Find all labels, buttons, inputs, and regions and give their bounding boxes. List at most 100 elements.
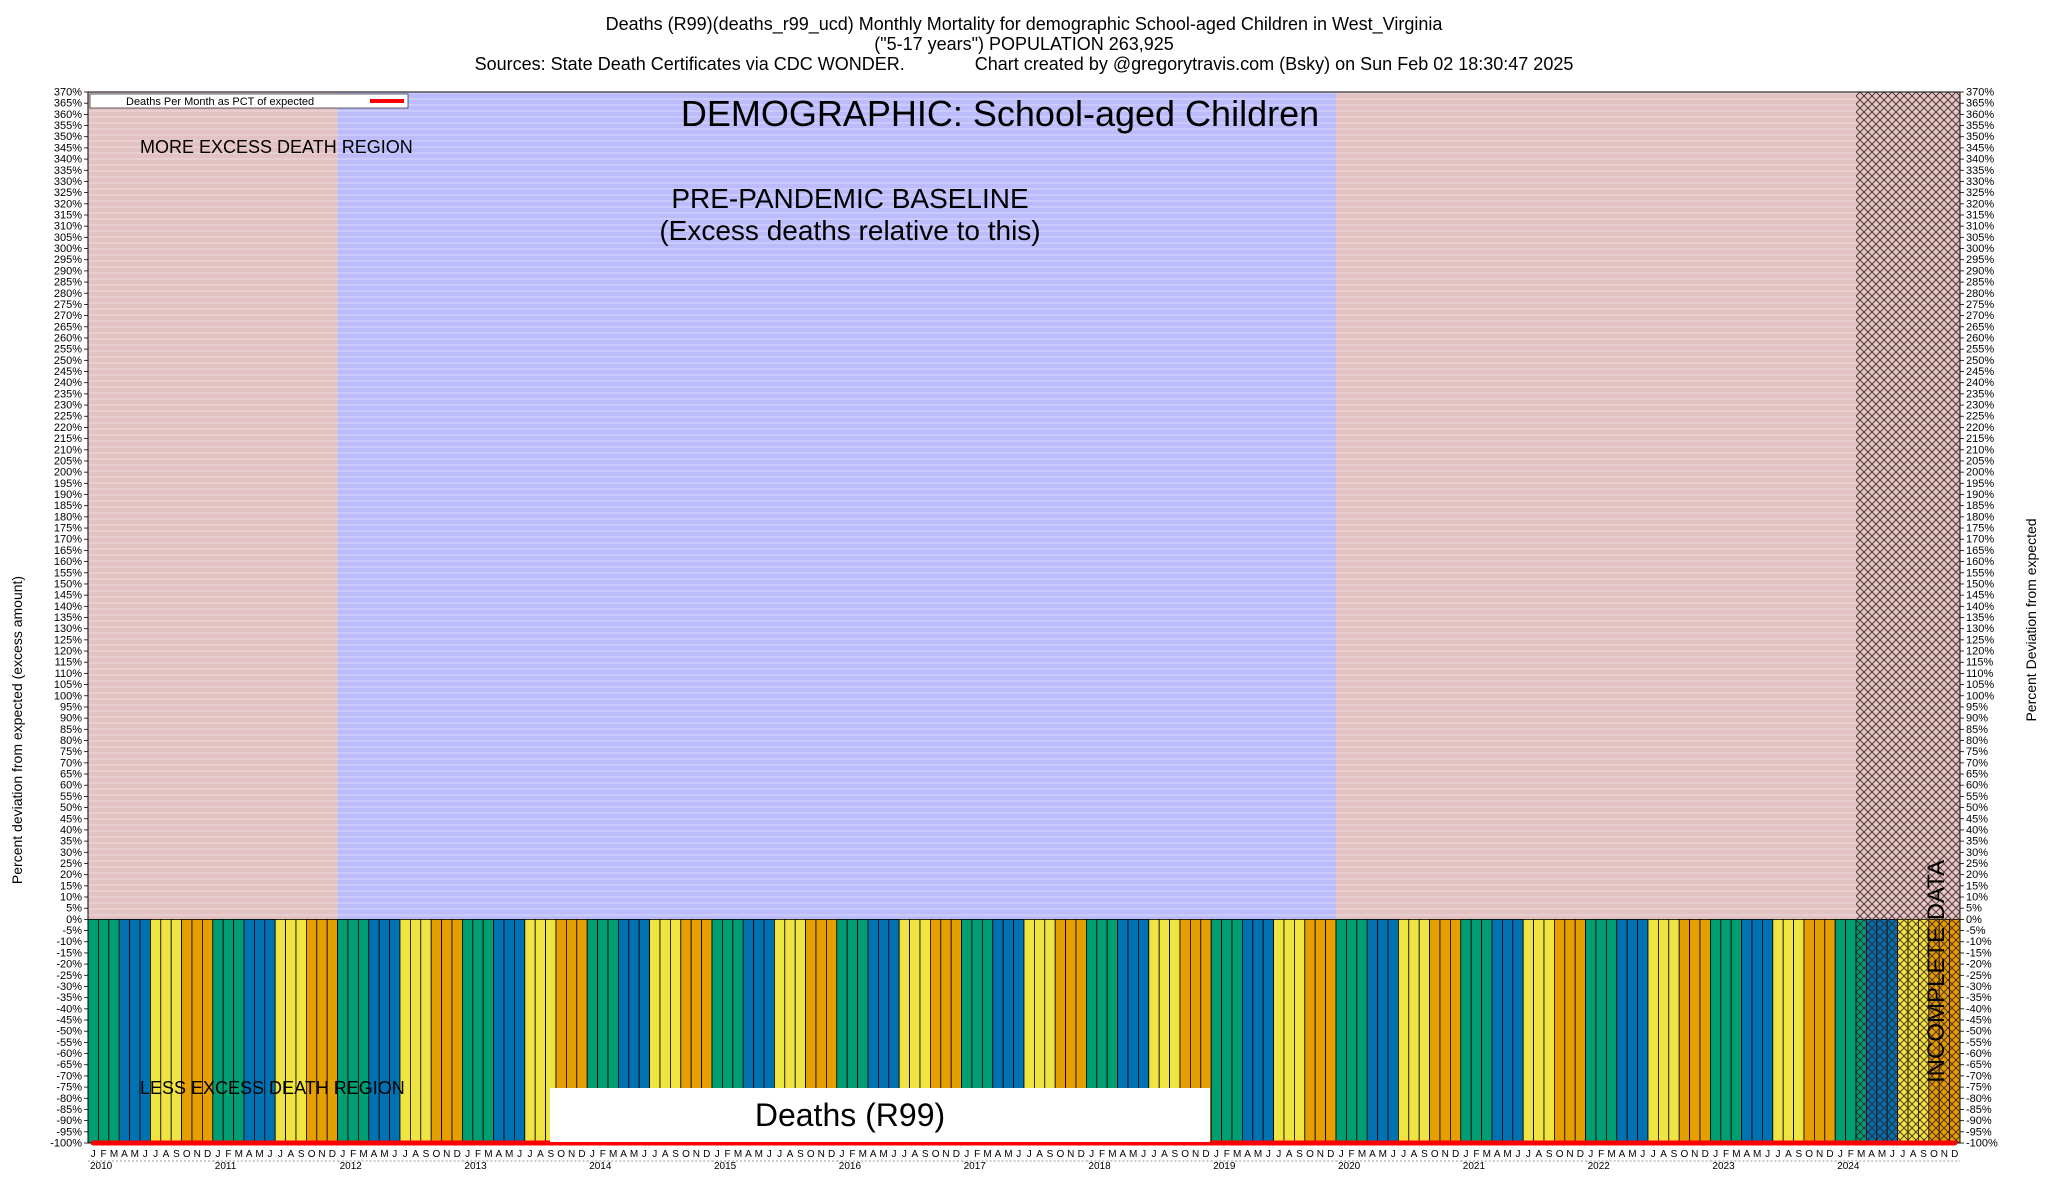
x-tick-label-month: N: [1442, 1149, 1449, 1160]
y-tick-label-left: -40%: [56, 1003, 82, 1015]
y-tick-label-left: 330%: [54, 176, 82, 188]
y-tick-label-left: 75%: [60, 746, 82, 758]
bar: [1242, 918, 1254, 1144]
x-tick-label-month: J: [1027, 1149, 1032, 1160]
x-tick-label-month: M: [859, 1149, 867, 1160]
y-tick-label-right: 65%: [1966, 769, 1988, 781]
y-tick-label-right: -35%: [1966, 992, 1992, 1004]
bar: [1262, 918, 1274, 1144]
y-tick-label-right: 90%: [1966, 713, 1988, 725]
y-tick-label-left: 70%: [60, 757, 82, 769]
less-excess-label: LESS EXCESS DEATH REGION: [140, 1078, 405, 1098]
y-tick-label-right: -55%: [1966, 1037, 1992, 1049]
x-tick-label-year: 2022: [1588, 1161, 1611, 1172]
bar: [1699, 918, 1711, 1144]
y-tick-label-left: 235%: [54, 388, 82, 400]
x-tick-label-month: D: [1951, 1149, 1958, 1160]
bar: [118, 918, 130, 1144]
y-tick-label-right: 360%: [1966, 109, 1994, 121]
bar: [1252, 918, 1264, 1144]
bar: [409, 918, 422, 1144]
x-tick-label-month: N: [1566, 1149, 1573, 1160]
x-tick-label-month: N: [942, 1149, 949, 1160]
y-tick-label-right: -85%: [1966, 1104, 1992, 1116]
x-tick-label-year: 2012: [340, 1161, 363, 1172]
y-tick-label-left: 60%: [60, 780, 82, 792]
x-tick-label-month: N: [818, 1149, 825, 1160]
x-tick-label-month: J: [892, 1149, 897, 1160]
y-tick-label-right: 345%: [1966, 142, 1994, 154]
x-tick-label-month: D: [1702, 1149, 1709, 1160]
y-tick-label-left: 85%: [60, 724, 82, 736]
y-tick-label-left: 95%: [60, 701, 82, 713]
y-tick-label-left: 30%: [60, 847, 82, 859]
x-tick-label-month: F: [1723, 1149, 1729, 1160]
x-tick-label-month: F: [725, 1149, 731, 1160]
y-tick-label-right: 80%: [1966, 735, 1988, 747]
x-tick-label-month: J: [392, 1149, 397, 1160]
x-tick-label-month: A: [1244, 1149, 1251, 1160]
cause-label: Deaths (R99): [755, 1097, 945, 1133]
x-tick-label-month: O: [807, 1149, 815, 1160]
y-tick-label-right: 230%: [1966, 400, 1994, 412]
x-tick-label-month: F: [600, 1149, 606, 1160]
bar: [337, 918, 349, 1144]
x-tick-label-month: O: [1681, 1149, 1689, 1160]
y-tick-label-left: 255%: [54, 344, 82, 356]
annotations-group: Deaths Per Month as PCT of expected DEMOG…: [89, 93, 1319, 1142]
y-tick-label-right: -80%: [1966, 1093, 1992, 1105]
x-tick-label-month: O: [682, 1149, 690, 1160]
x-tick-label-month: D: [703, 1149, 710, 1160]
y-tick-label-left: 150%: [54, 578, 82, 590]
x-tick-label-year: 2015: [714, 1161, 737, 1172]
x-tick-label-month: M: [505, 1149, 513, 1160]
bar: [482, 918, 495, 1144]
x-tick-label-month: M: [630, 1149, 638, 1160]
x-tick-label-month: M: [1129, 1149, 1137, 1160]
x-tick-label-month: N: [318, 1149, 325, 1160]
x-tick-label-month: F: [1473, 1149, 1479, 1160]
y-tick-label-right: 300%: [1966, 243, 1994, 255]
y-tick-label-left: 190%: [54, 489, 82, 501]
y-tick-label-left: 185%: [54, 500, 82, 512]
y-tick-label-left: 25%: [60, 858, 82, 870]
y-tick-label-left: 350%: [54, 131, 82, 143]
bar: [524, 918, 536, 1144]
y-tick-label-right: 10%: [1966, 892, 1988, 904]
x-tick-label-month: S: [1296, 1149, 1303, 1160]
bar: [1564, 918, 1576, 1144]
legend-label: Deaths Per Month as PCT of expected: [126, 96, 314, 108]
y-tick-label-left: -70%: [56, 1070, 82, 1082]
bar: [1522, 918, 1534, 1144]
bar: [1366, 918, 1378, 1144]
y-tick-label-left: 50%: [60, 802, 82, 814]
y-tick-label-right: 15%: [1966, 880, 1988, 892]
x-tick-label-month: S: [173, 1149, 180, 1160]
baseline-label-2: (Excess deaths relative to this): [659, 215, 1040, 246]
y-tick-label-right: 190%: [1966, 489, 1994, 501]
y-tick-label-left: -50%: [56, 1026, 82, 1038]
x-tick-label-month: S: [1671, 1149, 1678, 1160]
y-tick-label-right: 220%: [1966, 422, 1994, 434]
x-tick-label-month: S: [1795, 1149, 1802, 1160]
x-tick-label-month: J: [1016, 1149, 1021, 1160]
y-tick-label-left: -90%: [56, 1115, 82, 1127]
x-tick-label-month: J: [1516, 1149, 1521, 1160]
bar: [389, 918, 401, 1144]
bar: [1595, 918, 1607, 1144]
y-tick-label-left: 145%: [54, 590, 82, 602]
y-tick-label-left: 225%: [54, 411, 82, 423]
x-tick-label-month: S: [1047, 1149, 1054, 1160]
bar: [243, 918, 255, 1144]
y-tick-label-left: 100%: [54, 690, 82, 702]
chart-title-line2: ("5-17 years") POPULATION 263,925: [874, 34, 1174, 54]
y-tick-label-right: -45%: [1966, 1015, 1992, 1027]
x-tick-label-month: S: [797, 1149, 804, 1160]
y-tick-label-left: 215%: [54, 433, 82, 445]
y-tick-label-right: 175%: [1966, 523, 1994, 535]
x-tick-label-month: M: [484, 1149, 492, 1160]
x-tick-label-month: O: [1805, 1149, 1813, 1160]
x-tick-label-month: M: [131, 1149, 139, 1160]
y-tick-label-left: 260%: [54, 332, 82, 344]
x-tick-label-month: J: [143, 1149, 148, 1160]
